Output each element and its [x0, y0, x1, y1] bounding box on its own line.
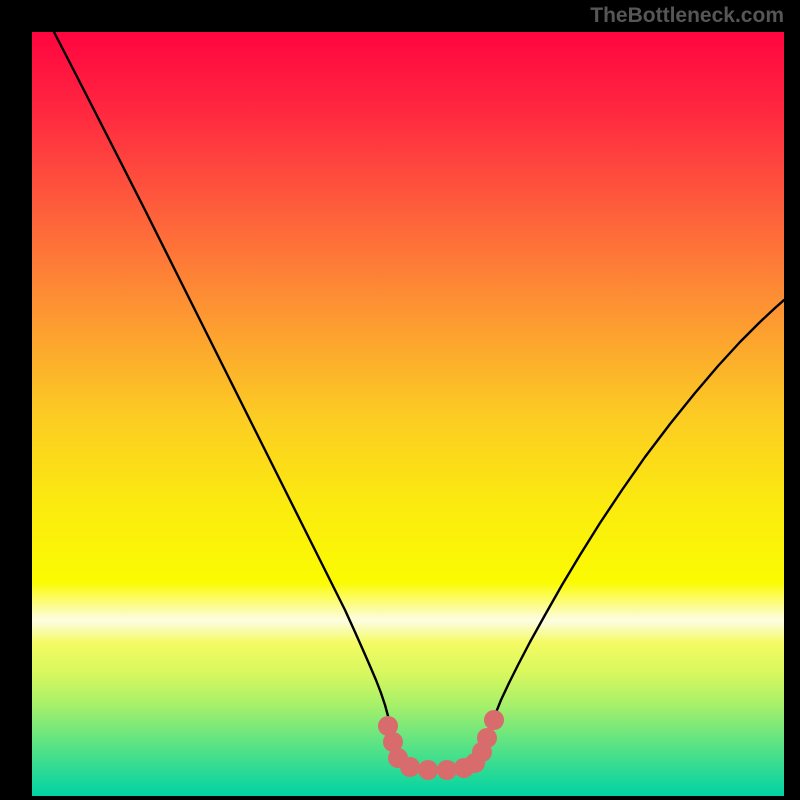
bottleneck-chart: TheBottleneck.com: [0, 0, 800, 800]
chart-plot-area: [32, 32, 784, 796]
bottleneck-marker: [400, 757, 420, 777]
bottleneck-marker: [418, 760, 438, 780]
attribution-text: TheBottleneck.com: [590, 4, 784, 27]
bottleneck-marker: [437, 760, 457, 780]
bottleneck-marker: [484, 710, 504, 730]
chart-svg: TheBottleneck.com: [0, 0, 800, 800]
bottleneck-marker: [477, 728, 497, 748]
